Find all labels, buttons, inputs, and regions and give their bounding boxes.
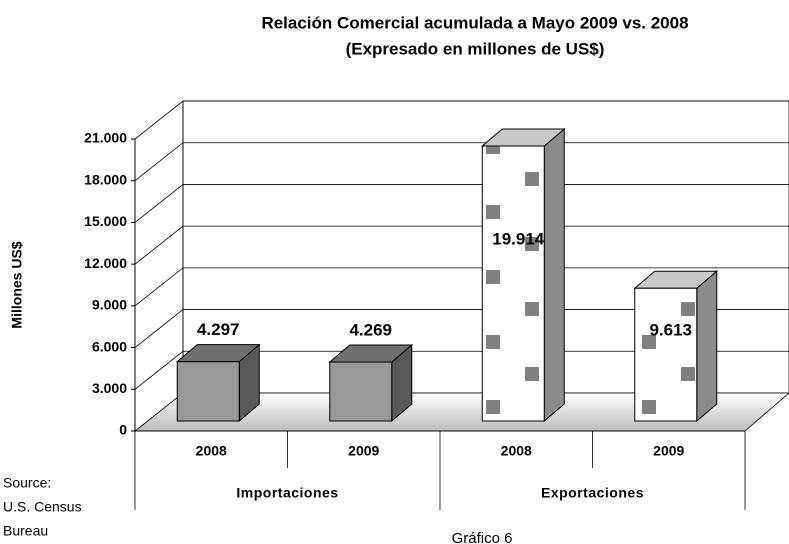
bar-side [696, 270, 718, 423]
bar [481, 145, 545, 422]
grid-line [134, 225, 789, 265]
data-label: 9.613 [649, 321, 692, 340]
y-tick-label: 0 [119, 422, 127, 438]
x-tick-label: 2008 [501, 443, 532, 459]
x-tick-label: 2008 [196, 443, 227, 459]
grid-line [134, 309, 789, 348]
bar [176, 361, 240, 422]
chart-title: Relación Comercial acumulada a Mayo 2009… [261, 13, 688, 32]
grid-line [134, 100, 789, 140]
y-tick-label: 15.000 [84, 213, 127, 229]
data-label: 19.914 [492, 229, 545, 248]
bar-side [543, 127, 565, 423]
x-tick-label: 2009 [348, 443, 379, 459]
source-note: Bureau [3, 523, 48, 539]
caption: Gráfico 6 [452, 530, 513, 544]
y-tick-label: 21.000 [84, 130, 127, 146]
chart-subtitle: (Expresado en millones de US$) [346, 39, 605, 58]
y-tick-label: 18.000 [84, 171, 127, 187]
y-axis-label: Millones US$ [9, 241, 25, 328]
x-tick-label: 2009 [653, 443, 684, 459]
data-label: 4.297 [197, 320, 240, 339]
bar [329, 361, 393, 422]
y-tick-label: 9.000 [92, 297, 127, 313]
bar [634, 287, 698, 422]
group-label: Exportaciones [541, 485, 644, 501]
grid-line [134, 142, 789, 182]
y-tick-label: 6.000 [92, 338, 127, 354]
y-tick-label: 3.000 [92, 380, 127, 396]
group-label: Importaciones [236, 485, 338, 501]
grid-line [134, 267, 789, 307]
data-label: 4.269 [349, 321, 392, 340]
y-tick-label: 12.000 [84, 255, 127, 271]
grid-line [134, 184, 789, 223]
grid-line [134, 350, 789, 390]
source-note: U.S. Census [3, 499, 82, 515]
source-note: Source: [3, 475, 51, 491]
